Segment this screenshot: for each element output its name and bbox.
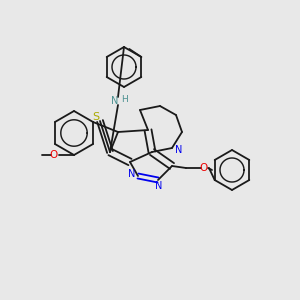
Text: O: O (200, 163, 208, 173)
Text: O: O (50, 150, 58, 160)
Text: S: S (92, 112, 100, 122)
Text: N: N (155, 181, 163, 191)
Text: H: H (122, 94, 128, 103)
Text: N: N (128, 169, 136, 179)
Text: N: N (175, 145, 183, 155)
Text: N: N (111, 96, 119, 106)
